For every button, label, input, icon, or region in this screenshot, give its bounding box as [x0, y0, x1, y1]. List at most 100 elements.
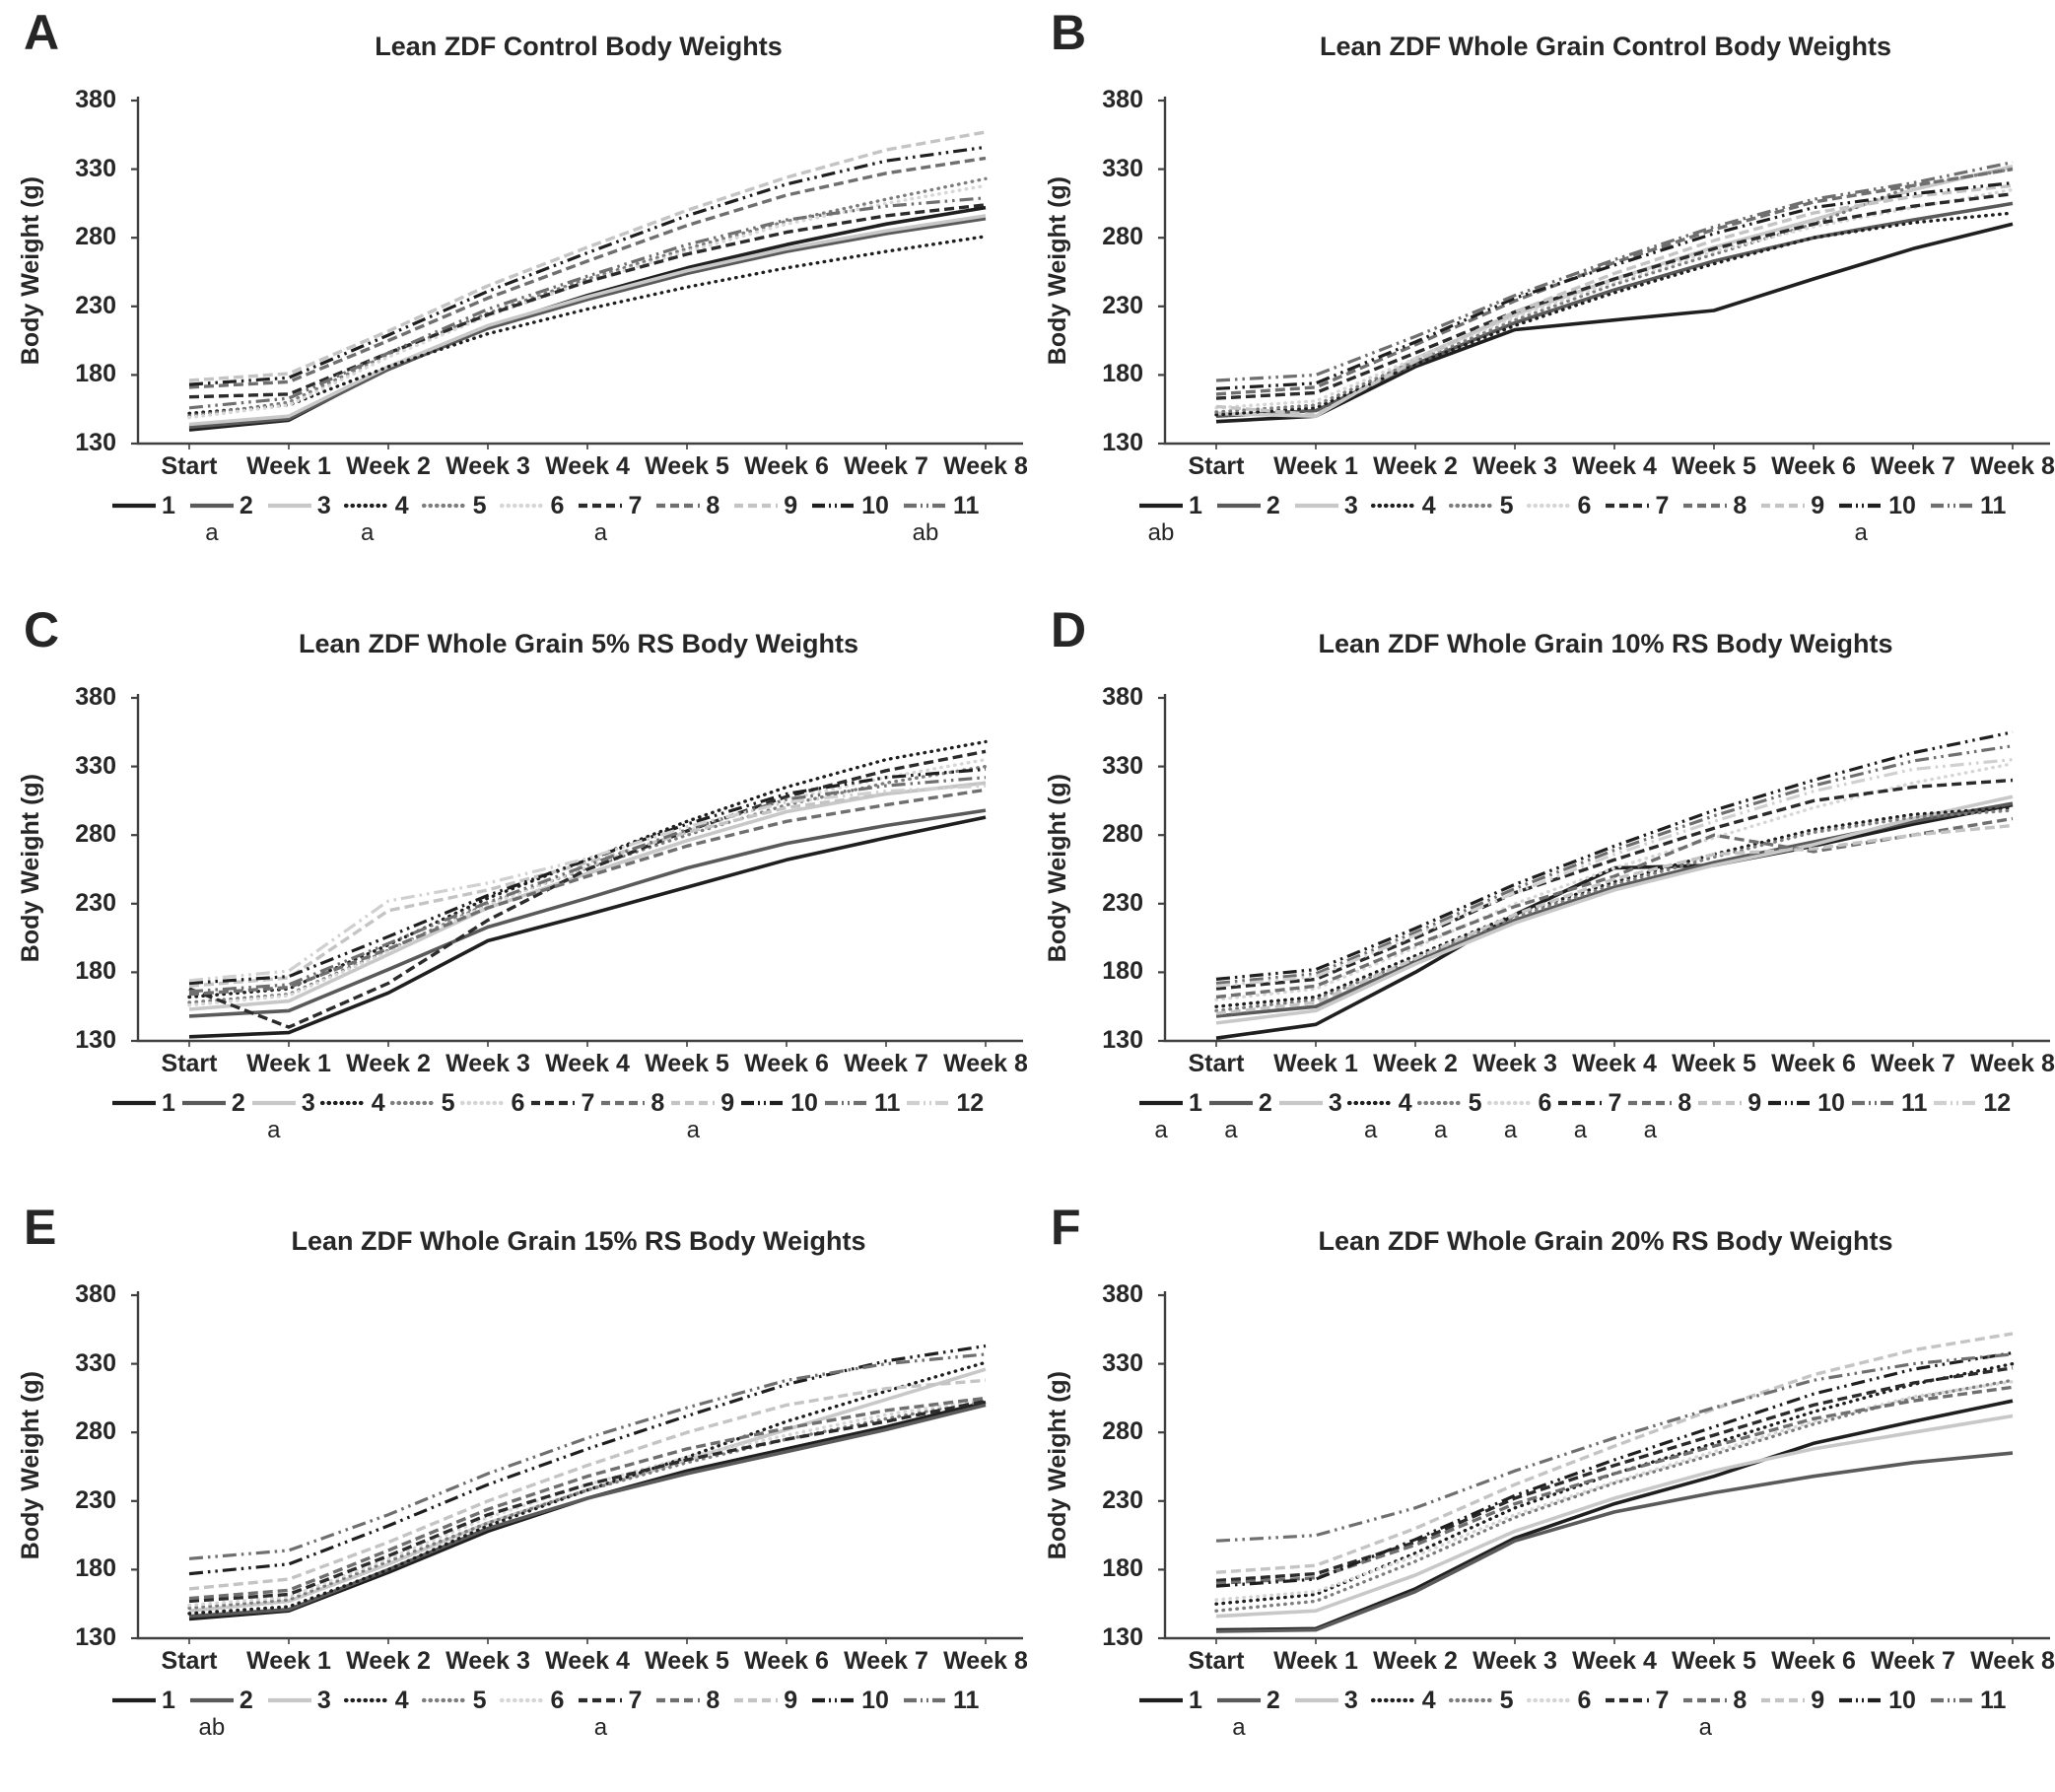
y-tick-label: 230: [1102, 1485, 1143, 1514]
legend-item-row: 11: [1929, 1687, 2006, 1714]
legend-annotation: a: [1232, 1714, 1246, 1741]
legend-sample-line: [1768, 1100, 1813, 1106]
legend-item-row: 9: [669, 1089, 734, 1117]
legend-item-label: 1: [1189, 491, 1202, 519]
y-tick-label: 130: [1102, 1623, 1143, 1651]
legend-item-9: 9: [1759, 492, 1824, 547]
legend-item-10: 10: [1837, 1687, 1916, 1742]
legend-item-label: 9: [1811, 491, 1825, 519]
legend-sample-line: [1930, 1697, 1974, 1703]
x-tick-label: Week 2: [1373, 1050, 1458, 1077]
y-tick-label: 380: [1102, 1280, 1143, 1308]
legend-sample-line: [1208, 1100, 1253, 1106]
x-tick-label: Week 2: [346, 452, 431, 480]
y-axis-label: Body Weight (g): [1041, 91, 1074, 450]
x-tick-label: Week 5: [1672, 1050, 1756, 1077]
y-tick-label: 230: [1102, 888, 1143, 917]
legend-item-label: 1: [162, 491, 175, 519]
legend-item-row: 2: [1215, 1687, 1280, 1714]
legend-annotation: [905, 1117, 952, 1144]
legend-annotation: [1527, 519, 1574, 547]
legend-sample-line: [1139, 1100, 1183, 1106]
x-tick-label: Week 3: [1473, 1647, 1557, 1675]
legend-item-row: 3: [250, 1089, 315, 1117]
legend-sample-line: [1934, 1100, 1978, 1106]
chart-panel-B: B Lean ZDF Whole Grain Control Body Weigh…: [1027, 0, 2055, 597]
legend-sample-line: [1416, 1100, 1465, 1106]
legend-item-row: 4: [343, 492, 409, 519]
legend-item-row: 9: [1696, 1089, 1761, 1117]
legend-item-label: 6: [1538, 1088, 1552, 1117]
x-tick-label: Week 8: [943, 452, 1027, 480]
legend-item-row: 10: [810, 1687, 889, 1714]
x-tick-label: Week 2: [1373, 452, 1458, 480]
series-line-4: [1214, 805, 2015, 1008]
line-chart-plot: [1158, 1291, 2050, 1644]
series-line-12: [188, 784, 987, 983]
x-tick-label: Week 1: [246, 452, 331, 480]
legend-sample-line: [1370, 1697, 1418, 1703]
legend-item-row: 11: [902, 1687, 979, 1714]
legend-annotation: a: [593, 1714, 608, 1741]
chart-panel-D: D Lean ZDF Whole Grain 10% RS Body Weight…: [1027, 597, 2055, 1195]
legend-item-row: 9: [732, 492, 797, 519]
legend-item-1: 1: [110, 1089, 175, 1144]
series-line-2: [188, 216, 987, 430]
y-tick-label: 330: [75, 1348, 116, 1377]
legend-annotation: [1293, 1714, 1340, 1742]
y-tick-label: 230: [75, 291, 116, 319]
legend-sample-line: [1851, 1100, 1895, 1106]
legend-item-label: 4: [1421, 1686, 1436, 1714]
legend-sample-line: [531, 1100, 576, 1106]
legend-item-label: 10: [861, 491, 889, 519]
series-line-8: [188, 156, 987, 389]
chart-title: Lean ZDF Whole Grain 10% RS Body Weights: [1318, 629, 1893, 658]
series-line-11: [188, 1352, 987, 1560]
legend-item-row: 4: [1346, 1089, 1412, 1117]
legend-item-label: 7: [1655, 1686, 1670, 1714]
series-line-8: [188, 1396, 987, 1601]
legend-item-7: 7: [529, 1089, 594, 1144]
y-axis-label: Body Weight (g): [1041, 1285, 1074, 1645]
legend-item-label: 11: [952, 1686, 980, 1714]
legend-item-row: 2: [180, 1089, 245, 1117]
series-line-6: [1214, 187, 2015, 410]
legend-sample-line: [734, 503, 779, 509]
series-line-2: [188, 808, 987, 1018]
legend-item-label: 7: [628, 491, 643, 519]
legend-item-label: 5: [1468, 1088, 1482, 1117]
legend-item-row: 10: [739, 1089, 818, 1117]
legend-item-row: 9: [732, 1687, 797, 1714]
x-tick-label: Start: [161, 1050, 218, 1077]
legend-item-row: 2: [188, 1687, 253, 1714]
legend-sample-line: [1216, 1697, 1261, 1703]
line-chart-plot: [131, 694, 1023, 1047]
legend-sample-line: [1683, 1697, 1728, 1703]
legend-item-label: 9: [1811, 1686, 1825, 1714]
series-line-12: [1215, 758, 2014, 988]
y-tick-label: 180: [75, 360, 116, 388]
y-axis-label-text: Body Weight (g): [16, 1370, 44, 1560]
legend-item-row: 8: [654, 1687, 719, 1714]
y-tick-label: 280: [75, 1417, 116, 1446]
x-tick-label: Week 3: [445, 1050, 530, 1077]
series-line-8: [188, 788, 987, 997]
x-tick-label: Week 2: [346, 1647, 431, 1675]
legend-annotation: [390, 1117, 438, 1144]
legend-item-9: 9: [1696, 1089, 1761, 1144]
legend-sample-line: [112, 1100, 156, 1106]
y-tick-label: 330: [1102, 751, 1143, 780]
legend-sample-line: [1294, 503, 1338, 509]
x-tick-label: Week 8: [943, 1050, 1027, 1077]
series-line-3: [188, 214, 987, 427]
legend-item-row: 6: [499, 492, 564, 519]
legend-item-row: 1: [110, 1687, 175, 1714]
legend-sample-line: [579, 1697, 623, 1703]
x-tick-label: Week 1: [246, 1050, 331, 1077]
legend-sample-line: [1370, 503, 1418, 509]
legend-annotation: [180, 1117, 228, 1144]
y-tick-label: 130: [1102, 429, 1143, 456]
x-tick-label: Week 3: [1473, 452, 1557, 480]
